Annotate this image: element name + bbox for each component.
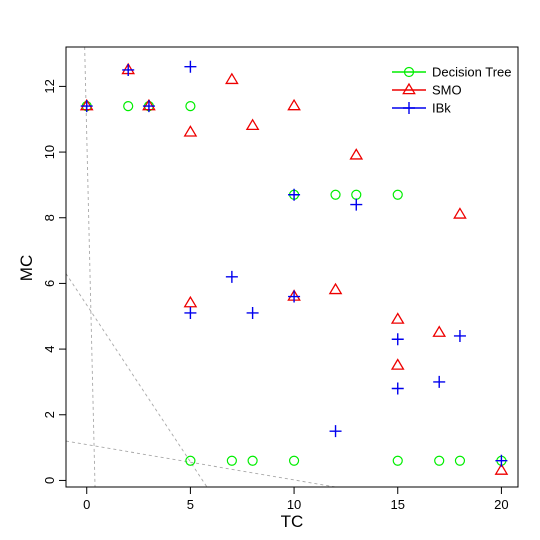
y-axis: 0 2 4 6 8 10 12 <box>42 79 66 484</box>
ibk-point <box>433 375 446 388</box>
decision-tree-point <box>454 455 466 466</box>
smo-point <box>225 72 239 85</box>
x-tick-label: 10 <box>287 497 301 512</box>
x-tick-label: 5 <box>187 497 194 512</box>
reference-lines <box>65 46 336 488</box>
y-tick-label: 4 <box>42 345 57 352</box>
ibk-point <box>288 188 301 201</box>
smo-point <box>390 312 405 324</box>
decision-tree-point <box>247 455 258 466</box>
decision-tree-point <box>185 101 196 112</box>
decision-tree-point <box>392 189 403 200</box>
legend-label: Decision Tree <box>432 65 511 80</box>
x-tick-label: 0 <box>83 497 90 512</box>
legend-marker-plus <box>403 102 415 114</box>
smo-point <box>494 463 509 475</box>
decision-tree-point <box>226 455 237 466</box>
ibk-point <box>453 329 466 342</box>
ibk-point <box>350 198 363 211</box>
decision-tree-point <box>123 101 134 112</box>
legend-label: IBk <box>432 101 451 116</box>
y-tick-label: 6 <box>42 280 57 287</box>
ibk-point <box>225 270 238 283</box>
smo-point <box>453 207 467 219</box>
ibk-point <box>391 382 404 395</box>
ibk-point <box>184 60 197 73</box>
data-points <box>79 60 509 475</box>
ibk-point <box>80 100 93 113</box>
ibk-point <box>329 425 342 438</box>
ibk-point <box>288 290 301 303</box>
decision-tree-point <box>392 455 403 466</box>
reference-line <box>84 46 96 488</box>
smo-point <box>349 148 364 160</box>
x-tick-label: 15 <box>391 497 405 512</box>
legend: Decision Tree SMO IBk <box>392 65 511 116</box>
legend-marker-circle <box>403 66 415 78</box>
smo-point <box>328 282 343 295</box>
smo-point <box>287 98 301 111</box>
legend-entry-decision-tree: Decision Tree <box>392 65 511 80</box>
smo-point <box>432 325 447 337</box>
legend-label: SMO <box>432 83 462 98</box>
x-axis: 0 5 10 15 20 <box>83 487 509 512</box>
y-axis-title: MC <box>17 255 36 281</box>
plot-frame <box>65 46 519 488</box>
y-tick-label: 0 <box>42 477 57 484</box>
x-axis-title: TC <box>281 512 304 531</box>
y-tick-label: 8 <box>42 214 57 221</box>
smo-point <box>390 358 405 370</box>
decision-tree-point <box>434 455 445 466</box>
decision-tree-point <box>185 455 196 466</box>
decision-tree-point <box>330 189 341 200</box>
smo-point <box>245 118 260 131</box>
ibk-point <box>391 333 404 346</box>
smo-point <box>183 125 198 137</box>
smo-point <box>183 295 198 308</box>
legend-entry-smo: SMO <box>392 83 462 98</box>
y-tick-label: 2 <box>42 411 57 418</box>
ibk-point <box>142 100 155 113</box>
decision-tree-point <box>288 455 300 466</box>
y-tick-label: 10 <box>42 145 57 159</box>
legend-marker-triangle <box>402 82 416 95</box>
ibk-point <box>246 306 259 319</box>
ibk-point <box>495 454 508 467</box>
x-tick-label: 20 <box>494 497 508 512</box>
ibk-point <box>184 306 197 319</box>
ibk-point <box>122 63 135 76</box>
legend-entry-ibk: IBk <box>392 101 451 116</box>
reference-line <box>65 273 208 488</box>
y-tick-label: 12 <box>42 79 57 93</box>
